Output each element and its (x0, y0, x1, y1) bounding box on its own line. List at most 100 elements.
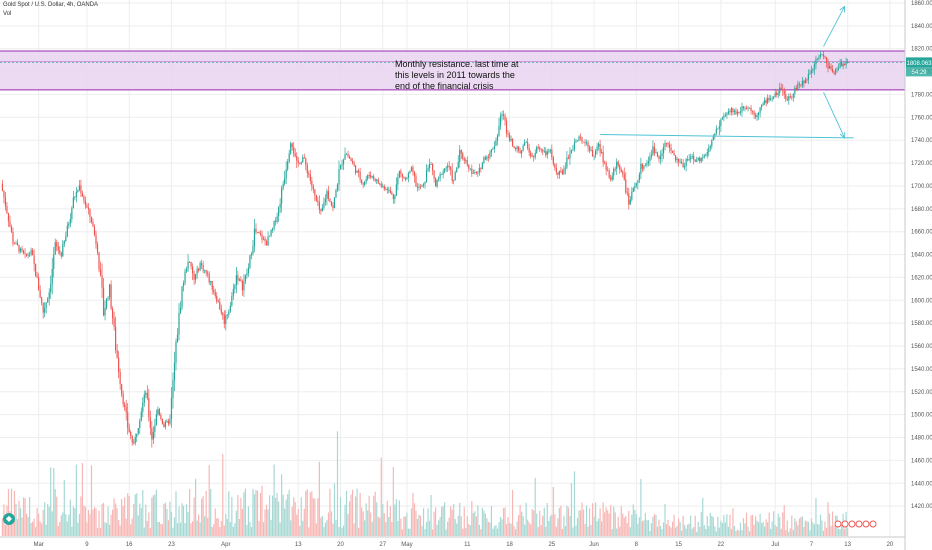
candle-body (407, 173, 410, 178)
volume-bar (685, 528, 687, 536)
volume-bar (777, 513, 779, 536)
volume-bar (573, 471, 576, 536)
volume-bar (652, 516, 654, 536)
candle-body (9, 221, 11, 227)
candle-body (732, 108, 734, 113)
volume-bar (391, 522, 393, 536)
volume-bar (481, 507, 483, 536)
candle-body (276, 216, 278, 222)
volume-bar (108, 524, 111, 536)
volume-bar (425, 521, 428, 536)
candle-body (438, 177, 440, 180)
volume-bar (768, 512, 770, 536)
candle-body (824, 56, 826, 58)
volume-bar (226, 519, 228, 536)
volume-bar (794, 518, 796, 536)
candle-body (765, 100, 767, 104)
volume-bar (492, 528, 494, 536)
candle-body (201, 263, 203, 266)
candle-body (567, 157, 570, 159)
volume-bar (169, 501, 171, 536)
resistance-annotation[interactable]: Monthly resistance. last time at this le… (395, 59, 555, 92)
volume-bar (380, 457, 382, 536)
volume-bar (748, 531, 751, 536)
candle-body (279, 203, 281, 208)
volume-bar (400, 518, 402, 536)
volume-bar (827, 502, 829, 536)
candle-body (748, 107, 751, 109)
candle-body (613, 168, 615, 176)
volume-bar (71, 526, 73, 536)
volume-bar (394, 504, 396, 536)
volume-bar (323, 527, 325, 536)
candle-body (110, 284, 112, 309)
candle-body (294, 153, 296, 157)
candle-body (45, 302, 47, 308)
candle-body (625, 179, 627, 193)
volume-bar (816, 523, 819, 536)
candle-body (504, 115, 506, 121)
volume-bar (650, 523, 653, 536)
countdown-tag (906, 67, 932, 77)
candle-body (160, 414, 162, 419)
candle-body (116, 350, 118, 358)
candle-body (21, 248, 23, 251)
candle-body (68, 223, 70, 226)
volume-bar (518, 515, 520, 536)
volume-bar (353, 523, 355, 536)
volume-bar (199, 522, 201, 536)
candle-body (537, 147, 539, 148)
volume-bar (290, 520, 292, 536)
x-tick-label: 23 (168, 542, 175, 548)
candle-body (425, 170, 428, 183)
volume-bar (773, 511, 775, 536)
tradingview-logo-icon[interactable]: ◆ (3, 513, 15, 525)
candle-body (622, 171, 624, 174)
volume-bar (525, 502, 527, 536)
volume-bar (712, 517, 714, 536)
candle-body (702, 157, 704, 159)
candle-body (39, 290, 41, 298)
candle-body (619, 165, 621, 170)
volume-bar (451, 509, 453, 536)
candle-body (561, 170, 563, 174)
candle-body (662, 146, 665, 154)
volume-bar (306, 489, 308, 536)
candle-body (570, 150, 573, 154)
volume-bar (155, 489, 157, 536)
volume-bar (48, 506, 50, 536)
candle-body (59, 250, 61, 253)
candle-body (714, 133, 716, 137)
volume-bar (739, 522, 742, 536)
volume-bar (63, 479, 65, 536)
volume-bar (545, 526, 547, 536)
candle-body (335, 189, 337, 198)
candle-body (490, 149, 493, 153)
arrow-head-icon (839, 5, 846, 13)
volume-bar (641, 521, 643, 536)
volume-bar (137, 515, 139, 536)
volume-bar (90, 465, 93, 536)
candle-body (207, 272, 209, 275)
candle-body (543, 150, 545, 152)
volume-bar (427, 508, 429, 536)
candle-body (121, 384, 123, 394)
candle-body (324, 198, 327, 203)
candle-body (534, 152, 536, 158)
candle-body (42, 302, 44, 313)
volume-bar (715, 531, 717, 536)
candle-body (273, 220, 275, 229)
volume-bar (813, 524, 816, 536)
candle-body (314, 189, 316, 196)
candle-body (804, 79, 806, 84)
candle-body (708, 147, 710, 153)
candle-body (184, 271, 186, 283)
candle-body (833, 72, 835, 74)
candle-body (195, 274, 197, 280)
candle-body (81, 193, 84, 197)
volume-bar (403, 516, 405, 536)
candle-body (175, 341, 177, 363)
candle-body (187, 261, 189, 269)
support-trend-line (600, 134, 854, 139)
